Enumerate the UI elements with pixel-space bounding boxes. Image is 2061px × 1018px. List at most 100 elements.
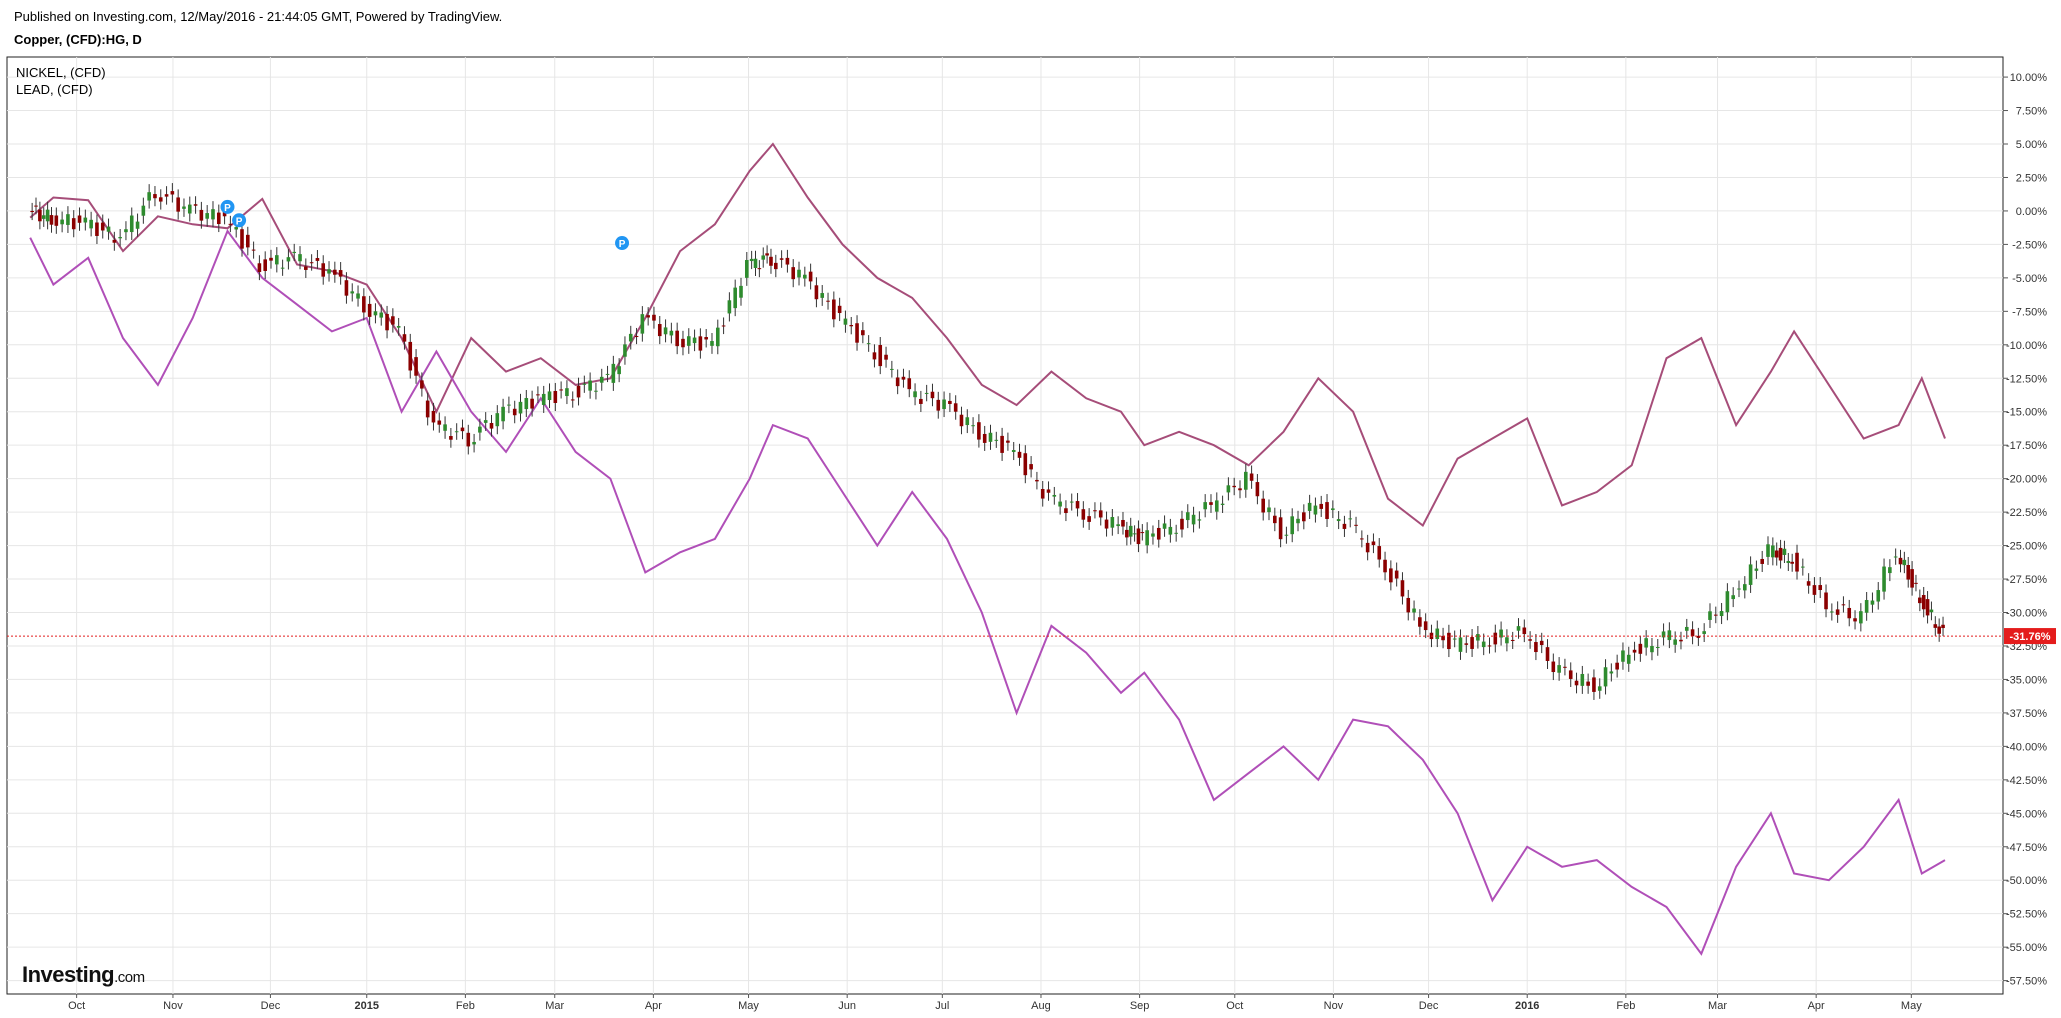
candle-body: [1360, 538, 1364, 540]
candle-body: [472, 441, 476, 445]
candle-body: [1064, 508, 1068, 514]
investing-logo: Investing.com: [22, 962, 145, 988]
candle-body: [994, 439, 999, 441]
candle-body: [420, 380, 424, 389]
candle-body: [1000, 435, 1004, 453]
candle-body: [1921, 595, 1926, 610]
candle-body: [1400, 580, 1405, 597]
candle-body: [1534, 642, 1538, 653]
candle-body: [1806, 581, 1811, 586]
candle-body: [1136, 528, 1141, 545]
x-tick-label: Oct: [1226, 1000, 1243, 1012]
current-price-tag: [2004, 628, 2056, 645]
candle-body: [721, 325, 726, 327]
y-tick-label: -7.50%: [2012, 306, 2047, 318]
candle-body: [524, 398, 529, 410]
candle-body: [501, 406, 505, 422]
candle-body: [1313, 505, 1318, 515]
candle-body: [628, 333, 633, 342]
candle-body: [1696, 635, 1701, 638]
candle-body: [1782, 548, 1787, 555]
candle-body: [408, 341, 413, 371]
candle-body: [1046, 489, 1051, 493]
candle-body: [1859, 611, 1863, 624]
p-marker-label: P: [236, 216, 243, 227]
candle-body: [251, 249, 256, 251]
candle-body: [1197, 519, 1202, 521]
candle-body: [1151, 533, 1155, 537]
candle-body: [350, 291, 355, 294]
candle-body: [1812, 585, 1817, 595]
candle-body: [385, 313, 389, 331]
x-tick-label: Oct: [68, 1000, 85, 1012]
candle-body: [216, 212, 221, 225]
legend-item-lead[interactable]: LEAD, (CFD): [16, 82, 93, 97]
candle-body: [1499, 629, 1503, 638]
candle-body: [71, 218, 76, 230]
candle-body: [588, 380, 592, 391]
x-tick-label: 2015: [355, 1000, 379, 1012]
candle-body: [1336, 519, 1341, 522]
candle-body: [1104, 519, 1109, 529]
candle-body: [1551, 661, 1556, 673]
candle-body: [333, 269, 337, 275]
candle-body: [1725, 591, 1730, 613]
candle-body: [512, 408, 517, 416]
candle-body: [1423, 621, 1428, 631]
candle-body: [1824, 592, 1828, 610]
candle-body: [1539, 640, 1544, 646]
candle-body: [1481, 641, 1486, 648]
candle-body: [753, 258, 758, 268]
candle-body: [1786, 561, 1791, 563]
candle-body: [170, 191, 175, 195]
candle-body: [820, 293, 825, 298]
candle-body: [466, 432, 471, 447]
y-tick-label: -15.00%: [2006, 407, 2047, 419]
candle-body: [379, 312, 384, 318]
candle-body: [124, 229, 128, 233]
candle-body: [1870, 600, 1875, 605]
candle-body: [315, 258, 320, 261]
candle-body: [749, 258, 754, 262]
candle-body: [1023, 453, 1028, 476]
candle-body: [182, 206, 186, 209]
candle-body: [118, 237, 122, 239]
candle-body: [187, 204, 192, 214]
candle-body: [1365, 542, 1370, 553]
candle-body: [338, 270, 343, 277]
candle-body: [1476, 634, 1480, 641]
y-tick-label: -47.50%: [2006, 842, 2047, 854]
candle-body: [425, 400, 430, 418]
candle-body: [1719, 611, 1724, 617]
candle-body: [1841, 604, 1846, 606]
candle-body: [280, 267, 285, 269]
candle-body: [1737, 588, 1741, 590]
x-tick-label: Aug: [1031, 1000, 1051, 1012]
candle-body: [1690, 629, 1695, 637]
candle-body: [66, 214, 70, 225]
candle-body: [1249, 473, 1254, 481]
candle-body: [1452, 638, 1457, 640]
candle-body: [1040, 489, 1045, 499]
candle-body: [1918, 597, 1922, 604]
candle-body: [211, 209, 215, 220]
candle-body: [1801, 566, 1805, 568]
y-tick-label: 10.00%: [2010, 72, 2048, 84]
candle-body: [634, 335, 639, 337]
x-tick-label: Jun: [838, 1000, 856, 1012]
candle-body: [1214, 500, 1219, 512]
y-tick-label: -5.00%: [2012, 273, 2047, 285]
candle-body: [1632, 649, 1637, 653]
candle-body: [275, 255, 279, 265]
candle-body: [1203, 502, 1207, 510]
candle-body: [257, 263, 262, 273]
candle-body: [1406, 597, 1411, 613]
candle-body: [733, 287, 737, 309]
candle-body: [1667, 630, 1672, 641]
candle-body: [1929, 609, 1934, 613]
legend-item-nickel[interactable]: NICKEL, (CFD): [16, 65, 106, 80]
candle-body: [1574, 680, 1579, 686]
candle-body: [675, 330, 679, 347]
candle-body: [507, 404, 511, 406]
